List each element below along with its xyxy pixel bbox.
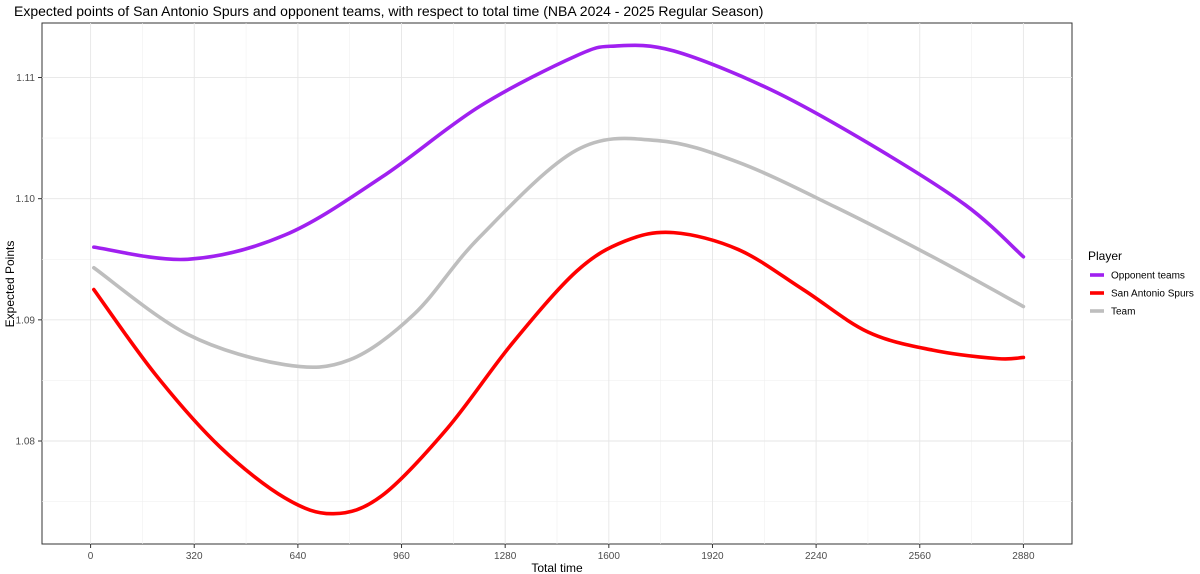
x-tick-label: 320 [186, 551, 203, 562]
gridlines [42, 23, 1072, 544]
x-tick-label: 960 [393, 551, 410, 562]
x-tick-label: 640 [290, 551, 307, 562]
legend-label-opponent-teams: Opponent teams [1111, 271, 1185, 282]
legend-label-team: Team [1111, 307, 1135, 318]
x-axis-title: Total time [531, 561, 583, 574]
y-tick-label: 1.11 [16, 73, 35, 84]
legend: Player Opponent teams San Antonio Spurs Te… [1088, 249, 1194, 318]
x-tick-label: 2240 [805, 551, 828, 562]
y-tick-label: 1.08 [16, 437, 36, 448]
y-tick-label: 1.09 [16, 315, 36, 326]
x-tick-label: 1920 [701, 551, 724, 562]
legend-label-san-antonio-spurs: San Antonio Spurs [1111, 289, 1194, 300]
x-axis: 0 320 640 960 1280 1600 1920 2240 2560 2880 [88, 544, 1035, 562]
series-line-san-antonio-spurs [92, 230, 1026, 516]
x-tick-label: 0 [88, 551, 94, 562]
y-tick-label: 1.10 [16, 194, 36, 205]
y-axis-title: Expected Points [3, 241, 17, 328]
y-axis: 1.08 1.09 1.10 1.11 [16, 73, 42, 448]
x-tick-label: 2880 [1012, 551, 1035, 562]
series-line-opponent-teams [92, 43, 1026, 262]
x-tick-label: 2560 [909, 551, 932, 562]
chart-title: Expected points of San Antonio Spurs and… [14, 3, 763, 19]
legend-title: Player [1088, 249, 1122, 263]
series-lines [92, 43, 1026, 516]
series-line-team [92, 136, 1026, 369]
x-tick-label: 1280 [494, 551, 517, 562]
x-tick-label: 1600 [598, 551, 621, 562]
